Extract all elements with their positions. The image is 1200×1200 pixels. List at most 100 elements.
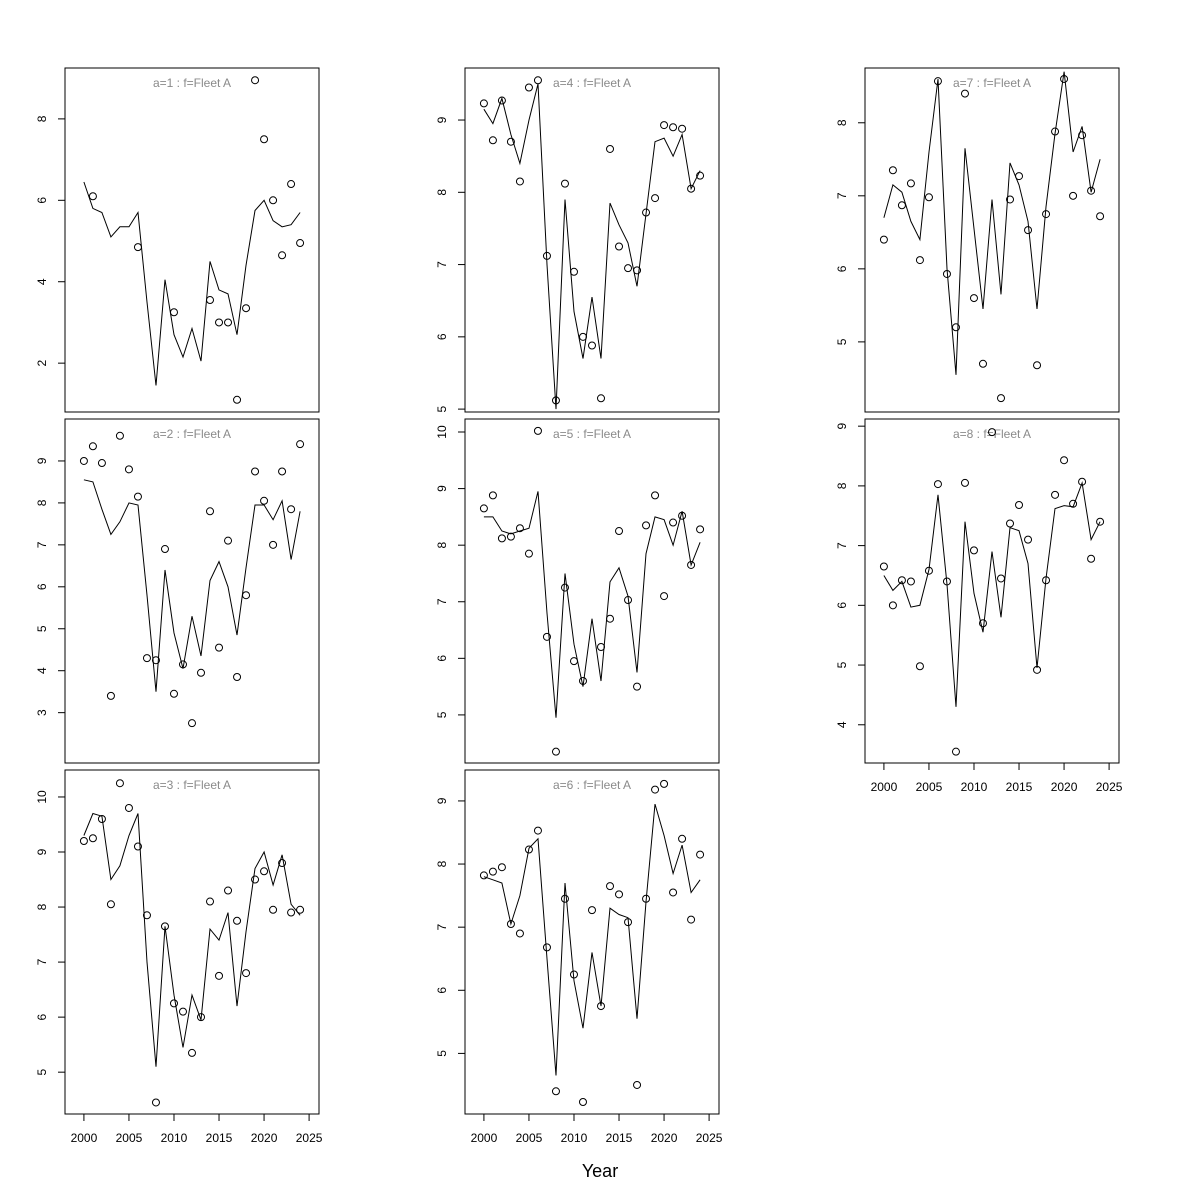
observed-point (1015, 172, 1024, 181)
observed-point (178, 660, 187, 669)
observed-point (942, 577, 951, 586)
observed-point (997, 574, 1006, 583)
observed-point (897, 576, 906, 585)
observed-point (651, 491, 660, 500)
fitted-line (83, 479, 301, 692)
observed-point (888, 601, 897, 610)
observed-point (624, 918, 633, 927)
y-tick-label: 6 (435, 333, 449, 340)
observed-point (560, 583, 569, 592)
y-tick-label: 8 (435, 189, 449, 196)
panel-title: a=2 : f=Fleet A (153, 427, 231, 441)
observed-point (696, 525, 705, 534)
y-tick-label: 5 (435, 1050, 449, 1057)
observed-point (597, 643, 606, 652)
observed-point (160, 545, 169, 554)
x-tick-label: 2020 (251, 1131, 278, 1145)
y-tick-label: 8 (435, 542, 449, 549)
x-tick-label: 2005 (116, 1131, 143, 1145)
observed-point (488, 136, 497, 145)
observed-point (942, 269, 951, 278)
observed-point (215, 318, 224, 327)
observed-point (578, 676, 587, 685)
observed-point (269, 905, 278, 914)
observed-point (224, 536, 233, 545)
observed-point (624, 596, 633, 605)
observed-point (687, 560, 696, 569)
observed-point (678, 511, 687, 520)
observed-point (1015, 501, 1024, 509)
observed-point (151, 656, 160, 665)
observed-point (1033, 361, 1042, 370)
y-tick-label: 7 (835, 192, 849, 199)
observed-point (515, 177, 524, 186)
x-tick-label: 2020 (1051, 780, 1078, 794)
observed-point (278, 467, 287, 476)
x-tick-label: 2005 (916, 780, 943, 794)
observed-point (287, 180, 296, 189)
y-tick-label: 2 (35, 359, 49, 366)
observed-point (88, 834, 97, 843)
observed-point (533, 426, 542, 435)
observed-point (533, 76, 542, 85)
observed-point (1078, 477, 1087, 486)
observed-point (524, 845, 533, 854)
y-tick-label: 7 (835, 542, 849, 549)
observed-point (169, 308, 178, 317)
observed-point (542, 251, 551, 260)
y-tick-label: 5 (835, 338, 849, 345)
fitted-line (483, 83, 701, 410)
y-tick-label: 6 (835, 602, 849, 609)
observed-point (169, 689, 178, 698)
x-tick-label: 2025 (1096, 780, 1123, 794)
observed-point (1087, 554, 1096, 563)
observed-point (615, 242, 624, 251)
observed-point (669, 518, 678, 527)
observed-point (251, 875, 260, 884)
observed-point (660, 592, 669, 601)
y-tick-label: 8 (35, 115, 49, 122)
observed-point (260, 867, 269, 876)
observed-point (1006, 195, 1015, 204)
x-tick-label: 2025 (696, 1131, 723, 1145)
observed-point (79, 456, 88, 465)
observed-point (633, 682, 642, 691)
observed-point (497, 534, 506, 543)
observed-point (642, 894, 651, 903)
observed-point (88, 192, 97, 201)
observed-point (551, 396, 560, 405)
y-tick-label: 5 (35, 625, 49, 632)
panel-frame (464, 418, 720, 764)
observed-point (506, 532, 515, 541)
observed-point (242, 304, 251, 313)
observed-point (933, 77, 942, 86)
observed-point (1096, 517, 1105, 526)
panel-frame (464, 769, 720, 1115)
observed-point (206, 507, 215, 516)
observed-point (260, 496, 269, 505)
observed-point (924, 193, 933, 202)
observed-point (224, 318, 233, 327)
observed-point (606, 882, 615, 891)
observed-point (542, 943, 551, 952)
observed-point (588, 906, 596, 915)
observed-point (687, 915, 696, 924)
observed-point (687, 184, 696, 193)
panel-frame (64, 418, 320, 764)
y-tick-label: 4 (835, 721, 849, 728)
y-tick-label: 9 (35, 848, 49, 855)
observed-point (124, 465, 133, 474)
y-tick-label: 9 (435, 485, 449, 492)
observed-point (106, 691, 115, 700)
observed-point (660, 779, 669, 788)
observed-point (551, 1087, 560, 1096)
observed-point (978, 619, 987, 628)
observed-point (1042, 210, 1051, 219)
panel-title: a=3 : f=Fleet A (153, 778, 231, 792)
observed-point (933, 480, 942, 489)
observed-point (988, 428, 996, 437)
fitted-line (83, 812, 301, 1067)
y-tick-label: 7 (435, 261, 449, 268)
observed-point (879, 235, 888, 244)
